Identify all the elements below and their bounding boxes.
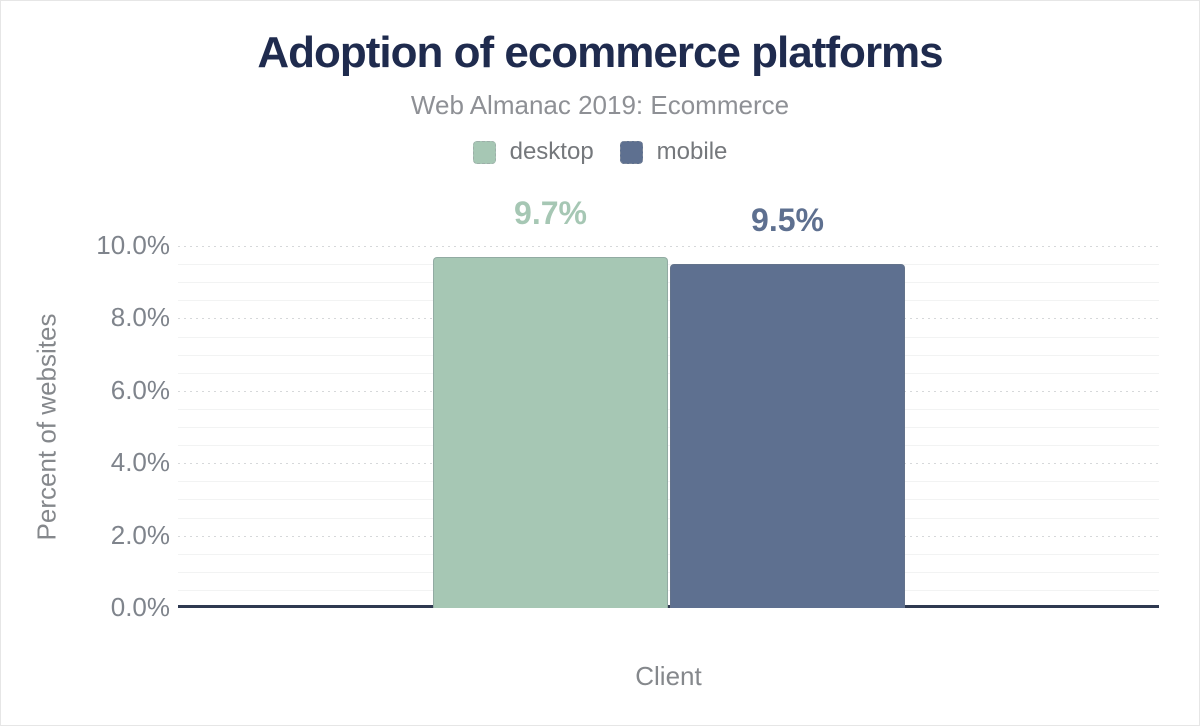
minor-gridline [178,373,1159,374]
y-tick-label: 4.0% [110,447,170,478]
legend-label-mobile: mobile [656,138,728,165]
minor-gridline [178,355,1159,356]
legend-swatch-desktop [472,140,496,164]
y-tick-label: 0.0% [110,591,170,622]
bar-value-label-mobile: 9.5% [751,202,824,238]
minor-gridline [178,499,1159,500]
bar-mobile[interactable] [670,264,905,608]
y-tick-label: 6.0% [110,374,170,405]
minor-gridline [178,590,1159,591]
legend-swatch-mobile [619,140,643,164]
minor-gridline [178,481,1159,482]
major-gridline [178,246,1159,247]
bar-value-label-desktop: 9.7% [514,195,587,231]
legend-label-desktop: desktop [509,138,594,165]
minor-gridline [178,337,1159,338]
x-axis-line [178,605,1159,608]
minor-gridline [178,409,1159,410]
x-axis-title: Client [635,661,702,691]
y-tick-label: 10.0% [96,229,170,260]
major-gridline [178,463,1159,464]
legend-item-mobile[interactable]: mobile [619,138,728,166]
minor-gridline [178,554,1159,555]
bar-desktop[interactable] [433,257,668,608]
y-axis-title: Percent of websites [31,313,62,541]
minor-gridline [178,282,1159,283]
chart-legend: desktop mobile [0,138,1200,166]
y-tick-label: 2.0% [110,519,170,550]
major-gridline [178,391,1159,392]
major-gridline [178,536,1159,537]
minor-gridline [178,572,1159,573]
chart-title: Adoption of ecommerce platforms [257,28,943,77]
minor-gridline [178,300,1159,301]
chart-subtitle: Web Almanac 2019: Ecommerce [410,90,790,120]
minor-gridline [178,518,1159,519]
minor-gridline [178,264,1159,265]
y-tick-label: 8.0% [110,302,170,333]
minor-gridline [178,445,1159,446]
legend-item-desktop[interactable]: desktop [472,138,594,166]
minor-gridline [178,427,1159,428]
major-gridline [178,318,1159,319]
